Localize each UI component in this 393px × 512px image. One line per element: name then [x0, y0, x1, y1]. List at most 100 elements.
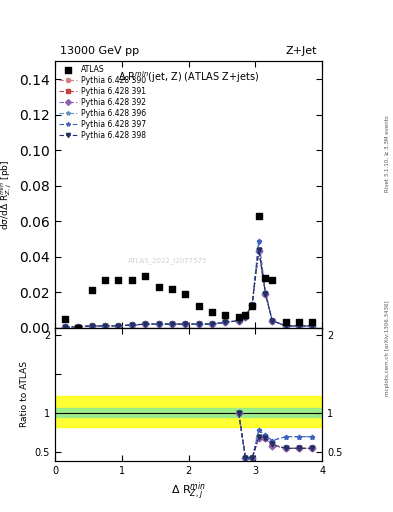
Pythia 6.428 391 [63, 324, 68, 330]
Pythia 6.428 398 [310, 323, 314, 329]
Pythia 6.428 392 [103, 323, 108, 329]
Pythia 6.428 391 [116, 323, 121, 329]
Legend: ATLAS, Pythia 6.428 390, Pythia 6.428 391, Pythia 6.428 392, Pythia 6.428 396, P: ATLAS, Pythia 6.428 390, Pythia 6.428 39… [57, 63, 148, 141]
ATLAS [282, 318, 288, 327]
Pythia 6.428 390 [63, 324, 68, 330]
Pythia 6.428 390 [210, 321, 215, 327]
Y-axis label: dσ/dΔ R$^{min}_{Z,j}$ [pb]: dσ/dΔ R$^{min}_{Z,j}$ [pb] [0, 159, 14, 230]
X-axis label: Δ R$^{min}_{Z,j}$: Δ R$^{min}_{Z,j}$ [171, 481, 206, 503]
Pythia 6.428 398 [210, 321, 215, 327]
Pythia 6.428 396 [270, 317, 274, 324]
Pythia 6.428 397 [210, 321, 215, 327]
Pythia 6.428 390 [116, 323, 121, 329]
Text: 13000 GeV pp: 13000 GeV pp [61, 46, 140, 56]
Pythia 6.428 396 [223, 319, 228, 326]
Pythia 6.428 398 [283, 323, 288, 329]
Line: Pythia 6.428 392: Pythia 6.428 392 [62, 249, 315, 330]
Pythia 6.428 396 [310, 323, 314, 329]
Pythia 6.428 390 [297, 323, 301, 329]
Pythia 6.428 397 [129, 322, 134, 328]
Pythia 6.428 396 [263, 289, 268, 295]
Pythia 6.428 398 [257, 246, 261, 252]
Pythia 6.428 396 [170, 321, 174, 327]
Pythia 6.428 396 [237, 317, 241, 324]
Pythia 6.428 390 [270, 317, 274, 324]
Pythia 6.428 392 [270, 317, 274, 324]
Pythia 6.428 390 [283, 323, 288, 329]
Pythia 6.428 398 [183, 321, 188, 327]
ATLAS [263, 274, 269, 282]
Pythia 6.428 390 [250, 302, 255, 308]
Pythia 6.428 396 [210, 321, 215, 327]
Pythia 6.428 390 [156, 321, 161, 327]
Pythia 6.428 398 [243, 314, 248, 320]
Pythia 6.428 392 [210, 321, 215, 327]
ATLAS [102, 275, 108, 284]
Pythia 6.428 398 [250, 302, 255, 308]
Text: ATLAS_2022_I2077575: ATLAS_2022_I2077575 [128, 258, 207, 265]
Pythia 6.428 391 [170, 321, 174, 327]
Pythia 6.428 391 [270, 317, 274, 324]
Text: Rivet 3.1.10, ≥ 3.3M events: Rivet 3.1.10, ≥ 3.3M events [385, 115, 390, 192]
Pythia 6.428 392 [257, 248, 261, 254]
Pythia 6.428 391 [250, 302, 255, 308]
Pythia 6.428 392 [90, 323, 94, 329]
Pythia 6.428 397 [297, 323, 301, 329]
Pythia 6.428 397 [90, 323, 94, 329]
Pythia 6.428 398 [143, 321, 148, 327]
Pythia 6.428 396 [250, 302, 255, 308]
ATLAS [236, 313, 242, 321]
Line: Pythia 6.428 396: Pythia 6.428 396 [62, 238, 315, 330]
ATLAS [309, 318, 315, 327]
Y-axis label: Ratio to ATLAS: Ratio to ATLAS [20, 361, 29, 427]
ATLAS [209, 308, 215, 316]
ATLAS [89, 286, 95, 294]
ATLAS [296, 318, 302, 327]
Pythia 6.428 390 [183, 321, 188, 327]
Pythia 6.428 396 [129, 322, 134, 328]
Pythia 6.428 391 [76, 324, 81, 330]
Pythia 6.428 397 [116, 323, 121, 329]
Pythia 6.428 397 [257, 238, 261, 244]
ATLAS [75, 324, 82, 332]
ATLAS [256, 212, 262, 220]
Pythia 6.428 396 [183, 321, 188, 327]
Pythia 6.428 398 [237, 317, 241, 324]
Pythia 6.428 392 [283, 323, 288, 329]
Pythia 6.428 397 [170, 321, 174, 327]
Pythia 6.428 391 [196, 321, 201, 327]
Pythia 6.428 391 [257, 246, 261, 252]
Bar [55, 408, 322, 417]
Pythia 6.428 392 [183, 321, 188, 327]
Pythia 6.428 392 [263, 291, 268, 297]
Pythia 6.428 390 [103, 323, 108, 329]
Pythia 6.428 391 [223, 319, 228, 326]
Pythia 6.428 397 [103, 323, 108, 329]
Pythia 6.428 398 [76, 324, 81, 330]
Pythia 6.428 392 [156, 321, 161, 327]
Bar [55, 396, 322, 428]
Pythia 6.428 390 [310, 323, 314, 329]
Pythia 6.428 398 [129, 322, 134, 328]
Pythia 6.428 392 [76, 324, 81, 330]
Pythia 6.428 398 [263, 291, 268, 297]
Pythia 6.428 390 [223, 319, 228, 326]
Pythia 6.428 397 [250, 302, 255, 308]
Pythia 6.428 391 [129, 322, 134, 328]
ATLAS [169, 285, 175, 293]
ATLAS [129, 275, 135, 284]
Pythia 6.428 396 [243, 314, 248, 320]
Pythia 6.428 397 [270, 317, 274, 324]
Pythia 6.428 397 [310, 323, 314, 329]
Pythia 6.428 397 [223, 319, 228, 326]
Pythia 6.428 391 [156, 321, 161, 327]
Pythia 6.428 398 [63, 324, 68, 330]
Pythia 6.428 398 [103, 323, 108, 329]
ATLAS [269, 275, 275, 284]
Pythia 6.428 392 [237, 317, 241, 324]
Pythia 6.428 396 [116, 323, 121, 329]
Pythia 6.428 390 [143, 321, 148, 327]
Pythia 6.428 390 [76, 324, 81, 330]
Pythia 6.428 398 [223, 319, 228, 326]
ATLAS [249, 302, 255, 310]
